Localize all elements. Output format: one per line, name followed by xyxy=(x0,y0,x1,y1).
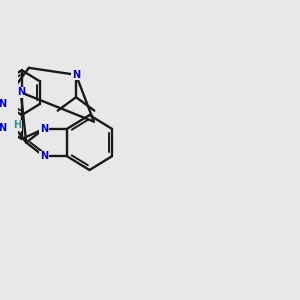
Text: N: N xyxy=(72,70,80,80)
Text: N: N xyxy=(40,151,48,161)
Text: N: N xyxy=(17,87,25,98)
Text: N: N xyxy=(40,124,48,134)
Text: N: N xyxy=(0,100,6,110)
Text: H: H xyxy=(13,120,21,130)
Text: N: N xyxy=(0,123,7,133)
